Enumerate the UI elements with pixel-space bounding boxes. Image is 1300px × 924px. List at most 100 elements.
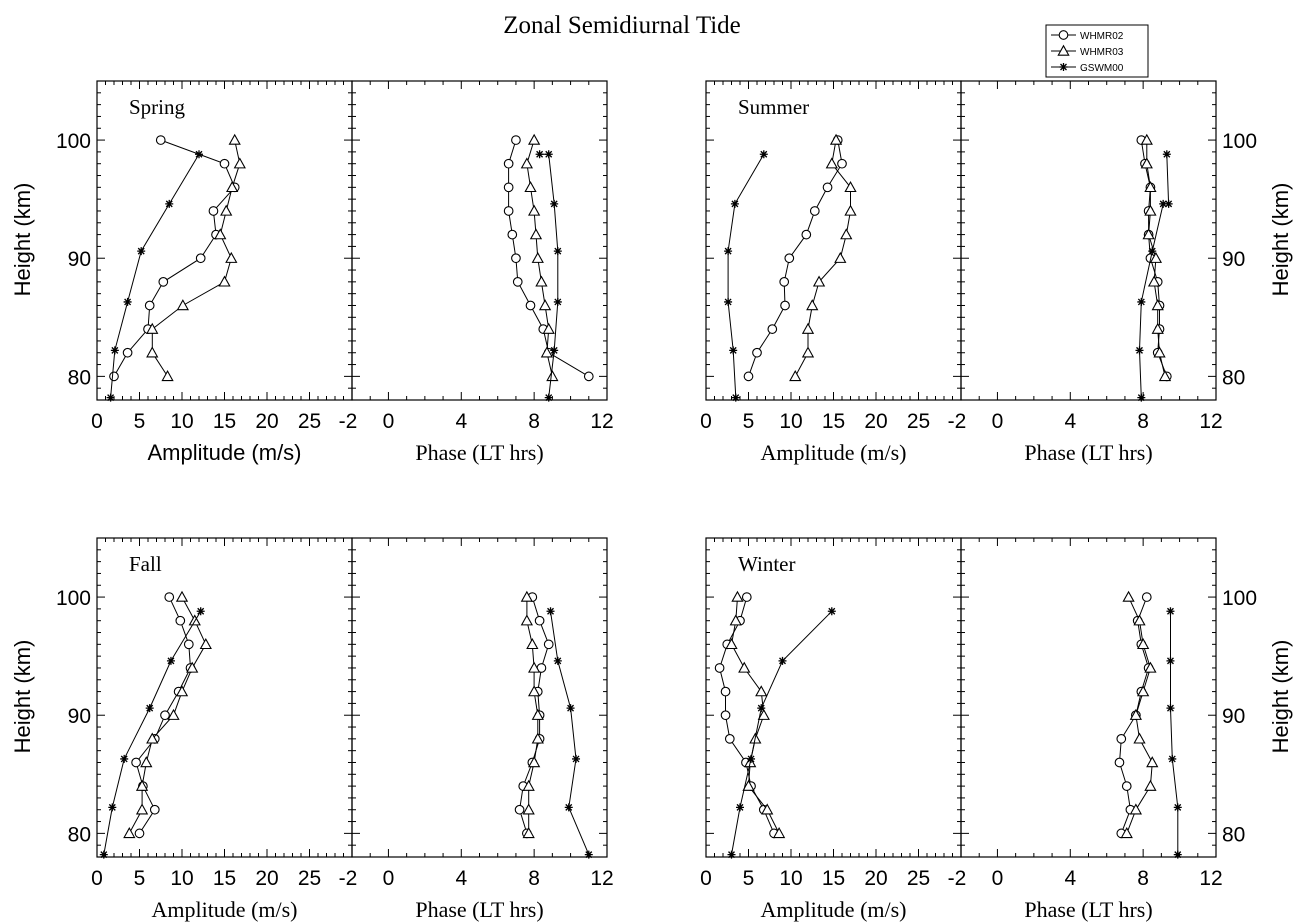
series-gswm00 — [546, 607, 593, 859]
x-tick-label: 8 — [1137, 867, 1149, 890]
series-line — [550, 611, 590, 855]
data-point — [503, 206, 514, 216]
data-point — [528, 756, 541, 768]
data-point — [140, 756, 153, 768]
data-point — [109, 371, 119, 382]
data-point — [827, 607, 836, 616]
data-point — [1137, 297, 1146, 306]
x-tick-label: -2 — [948, 410, 967, 433]
data-point — [1140, 157, 1153, 169]
series-whmr03 — [725, 590, 786, 839]
data-point — [507, 229, 518, 240]
data-point — [188, 614, 201, 626]
data-point — [520, 614, 533, 626]
data-point — [553, 297, 562, 306]
data-point — [1137, 685, 1150, 697]
data-point — [1144, 204, 1157, 216]
data-point — [1168, 754, 1177, 763]
data-point — [784, 253, 795, 264]
series-whmr02 — [503, 135, 594, 382]
series-line — [113, 139, 236, 377]
data-point — [146, 732, 159, 744]
data-point — [165, 199, 174, 208]
data-point — [544, 150, 553, 159]
x-tick-label: 10 — [779, 867, 802, 890]
series-gswm00 — [727, 607, 836, 859]
data-point — [535, 150, 544, 159]
data-point — [503, 158, 514, 169]
x-tick-label: 8 — [528, 867, 540, 890]
data-point — [1158, 370, 1172, 382]
y-tick-label: 90 — [1222, 248, 1245, 271]
y-tick-label: 90 — [68, 705, 91, 728]
data-point — [146, 322, 159, 334]
x-tick-label: 0 — [700, 410, 712, 433]
x-tick-label: -2 — [339, 410, 358, 433]
data-point — [1146, 756, 1159, 768]
data-point — [1120, 827, 1133, 839]
series-line — [730, 597, 780, 834]
data-point — [1153, 346, 1166, 358]
y-tick-label: 100 — [1222, 587, 1257, 610]
data-point — [761, 803, 774, 815]
data-point — [1121, 781, 1132, 791]
data-point — [164, 592, 175, 602]
data-point — [729, 614, 742, 626]
series-gswm00 — [99, 607, 205, 859]
data-point — [538, 299, 552, 311]
data-point — [822, 182, 833, 193]
x-tick-label: -2 — [339, 867, 358, 890]
x-tick-label: 5 — [134, 867, 146, 890]
data-point — [736, 803, 744, 812]
data-point — [131, 757, 141, 768]
data-point — [120, 754, 129, 763]
series-line — [110, 154, 200, 398]
data-point — [208, 206, 219, 216]
data-point — [757, 708, 770, 720]
data-point — [584, 850, 593, 859]
data-point — [122, 347, 133, 358]
legend-marker — [1059, 63, 1068, 71]
series-whmr02 — [131, 592, 196, 839]
data-point — [145, 704, 154, 713]
x-tick-label: 8 — [1137, 410, 1149, 433]
y-tick-label: 80 — [68, 366, 91, 389]
x-tick-label: 4 — [1064, 410, 1076, 433]
data-point — [829, 133, 843, 145]
series-whmr02 — [514, 592, 554, 839]
data-point — [524, 181, 537, 193]
data-point — [834, 251, 847, 263]
series-whmr02 — [743, 135, 847, 382]
data-point — [844, 181, 857, 193]
x-tick-label: 12 — [1199, 867, 1222, 890]
data-point — [720, 686, 731, 697]
y-axis-label: Height (km) — [1268, 183, 1293, 297]
data-point — [572, 754, 581, 763]
data-point — [520, 590, 533, 602]
data-point — [1140, 133, 1153, 145]
data-point — [741, 592, 752, 602]
data-point — [123, 297, 132, 306]
x-tick-label: 5 — [743, 410, 755, 433]
y-tick-label: 80 — [68, 823, 91, 846]
data-point — [809, 206, 820, 216]
data-point — [123, 827, 136, 839]
data-point — [1129, 708, 1142, 720]
season-label: Summer — [738, 95, 809, 119]
panel-winter-phase: -2 0 4 8 12 Phase (LT hrs) 80 90 100 Height (km) — [948, 537, 1293, 922]
x-tick-label: 0 — [383, 867, 395, 890]
panel-fall-phase: -2 0 4 8 12 Phase (LT hrs) — [339, 537, 614, 922]
x-tick-label: 20 — [255, 867, 278, 890]
series-whmr03 — [1140, 133, 1172, 382]
data-point — [1137, 638, 1150, 650]
data-point — [219, 158, 230, 169]
data-point — [175, 615, 186, 626]
x-tick-label: 12 — [590, 867, 613, 890]
series-whmr02 — [109, 135, 240, 382]
x-axis-label: Amplitude (m/s) — [151, 897, 297, 922]
data-point — [135, 803, 149, 815]
data-point — [1144, 661, 1157, 673]
data-point — [531, 732, 544, 744]
